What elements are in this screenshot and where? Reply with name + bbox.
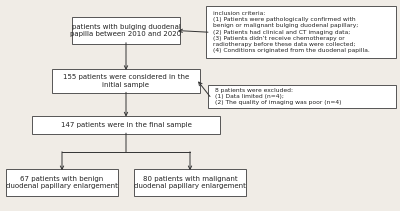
Text: patients with bulging duodenal
papilla between 2010 and 2020: patients with bulging duodenal papilla b… xyxy=(70,24,182,37)
FancyBboxPatch shape xyxy=(206,6,396,58)
FancyBboxPatch shape xyxy=(72,17,180,44)
FancyBboxPatch shape xyxy=(134,169,246,196)
FancyBboxPatch shape xyxy=(32,116,220,134)
FancyBboxPatch shape xyxy=(208,85,396,108)
Text: 67 patients with benign
duodenal papillary enlargement: 67 patients with benign duodenal papilla… xyxy=(6,176,118,189)
Text: 8 patients were excluded:
(1) Data limited (n=4);
(2) The quality of imaging was: 8 patients were excluded: (1) Data limit… xyxy=(215,88,341,105)
FancyBboxPatch shape xyxy=(6,169,118,196)
Text: 147 patients were in the final sample: 147 patients were in the final sample xyxy=(60,122,192,128)
Text: 80 patients with malignant
duodenal papillary enlargement: 80 patients with malignant duodenal papi… xyxy=(134,176,246,189)
FancyBboxPatch shape xyxy=(52,69,200,93)
Text: 155 patients were considered in the
initial sample: 155 patients were considered in the init… xyxy=(63,74,189,88)
Text: inclusion criteria:
(1) Patients were pathologically confirmed with
benign or ma: inclusion criteria: (1) Patients were pa… xyxy=(213,11,370,53)
